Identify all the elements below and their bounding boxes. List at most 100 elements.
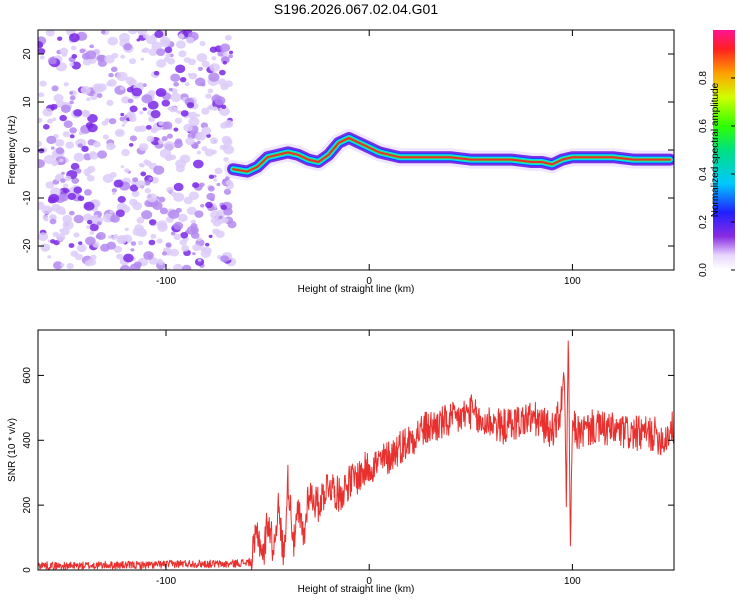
noise-blob (145, 160, 153, 167)
noise-blob (113, 179, 124, 188)
noise-blob (160, 39, 170, 48)
noise-blob (43, 217, 49, 222)
noise-blob (228, 54, 234, 59)
noise-blob (116, 71, 128, 82)
noise-blob (204, 148, 215, 157)
noise-blob (54, 175, 62, 181)
noise-blob (212, 106, 218, 111)
noise-blob (148, 176, 153, 181)
noise-blob (78, 241, 83, 245)
noise-blob (201, 107, 210, 115)
noise-blob (51, 159, 59, 167)
noise-blob (209, 137, 219, 145)
noise-blob (121, 123, 126, 127)
noise-blob (168, 87, 173, 92)
noise-blob (71, 61, 81, 70)
noise-blob (58, 158, 64, 163)
noise-blob (223, 144, 235, 155)
noise-blob (47, 118, 54, 124)
snr-y-tick-label: 0 (22, 567, 33, 573)
noise-blob (140, 57, 145, 61)
noise-blob (179, 154, 191, 164)
noise-blob (136, 227, 147, 237)
noise-blob (126, 87, 134, 93)
colorbar: 0.0 0.2 0.4 0.6 0.8 Normalized spectral ampl… (698, 30, 735, 277)
noise-blob (90, 90, 95, 95)
noise-blob (109, 172, 117, 178)
noise-blob (220, 56, 230, 64)
noise-blob (161, 135, 168, 142)
noise-blob (225, 179, 233, 186)
noise-blob (67, 192, 77, 200)
noise-blob (218, 69, 226, 76)
noise-blob (190, 231, 200, 239)
noise-blob (201, 60, 210, 68)
noise-blob (38, 140, 43, 147)
noise-blob (139, 31, 144, 36)
noise-blob (122, 119, 128, 124)
noise-blob (209, 63, 220, 72)
noise-blob (221, 104, 227, 109)
noise-blob (137, 82, 144, 87)
noise-blob (211, 56, 217, 61)
noise-blob (207, 88, 214, 94)
noise-blob (158, 121, 164, 126)
spectrogram-x-tick-label: 100 (564, 276, 581, 287)
noise-blob (223, 119, 234, 129)
noise-blob (214, 167, 223, 175)
noise-blob (47, 255, 52, 259)
noise-blob (187, 73, 192, 77)
noise-blob (70, 162, 80, 171)
noise-blob (157, 220, 168, 229)
noise-blob (178, 213, 188, 222)
noise-blob (205, 242, 210, 247)
noise-blob (40, 243, 51, 252)
noise-blob (150, 233, 157, 239)
noise-blob (86, 219, 93, 225)
noise-blob (170, 231, 176, 236)
noise-blob (131, 190, 140, 198)
noise-blob (55, 233, 66, 242)
spectrogram-x-label: Height of straight line (km) (298, 284, 415, 295)
spectrogram-y-tick-label: 20 (22, 48, 33, 60)
noise-blob (84, 189, 92, 196)
noise-blob (86, 174, 95, 182)
noise-blob (173, 81, 180, 87)
noise-blob (169, 248, 179, 257)
noise-blob (130, 248, 135, 252)
noise-blob (45, 30, 55, 37)
noise-blob (127, 98, 134, 104)
noise-blob (183, 57, 191, 63)
noise-blob (89, 230, 95, 235)
noise-blob (206, 192, 216, 201)
colorbar-tick-label: 0.4 (698, 167, 709, 181)
noise-blob (52, 117, 57, 121)
noise-blob (66, 263, 74, 270)
noise-blob (42, 124, 50, 130)
noise-blob (214, 96, 226, 106)
noise-blob (146, 135, 155, 143)
noise-blob (129, 184, 139, 192)
snr-x-label: Height of straight line (km) (298, 584, 415, 595)
noise-blob (165, 243, 172, 248)
noise-blob (180, 110, 189, 117)
noise-blob (192, 244, 201, 252)
noise-blob (228, 50, 234, 55)
noise-blob (62, 189, 67, 193)
noise-blob (117, 195, 126, 203)
noise-blob (221, 217, 229, 224)
noise-blob (145, 124, 152, 130)
noise-blob (128, 30, 138, 35)
noise-blob (79, 48, 86, 54)
noise-blob (62, 131, 70, 138)
noise-blob (113, 234, 119, 239)
noise-blob (180, 231, 189, 239)
noise-blob (59, 114, 67, 122)
noise-blob (175, 64, 186, 74)
noise-blob (107, 235, 113, 239)
noise-blob (192, 182, 200, 189)
snr-x-tick-label: -100 (156, 576, 176, 587)
colorbar-gradient (713, 30, 735, 270)
